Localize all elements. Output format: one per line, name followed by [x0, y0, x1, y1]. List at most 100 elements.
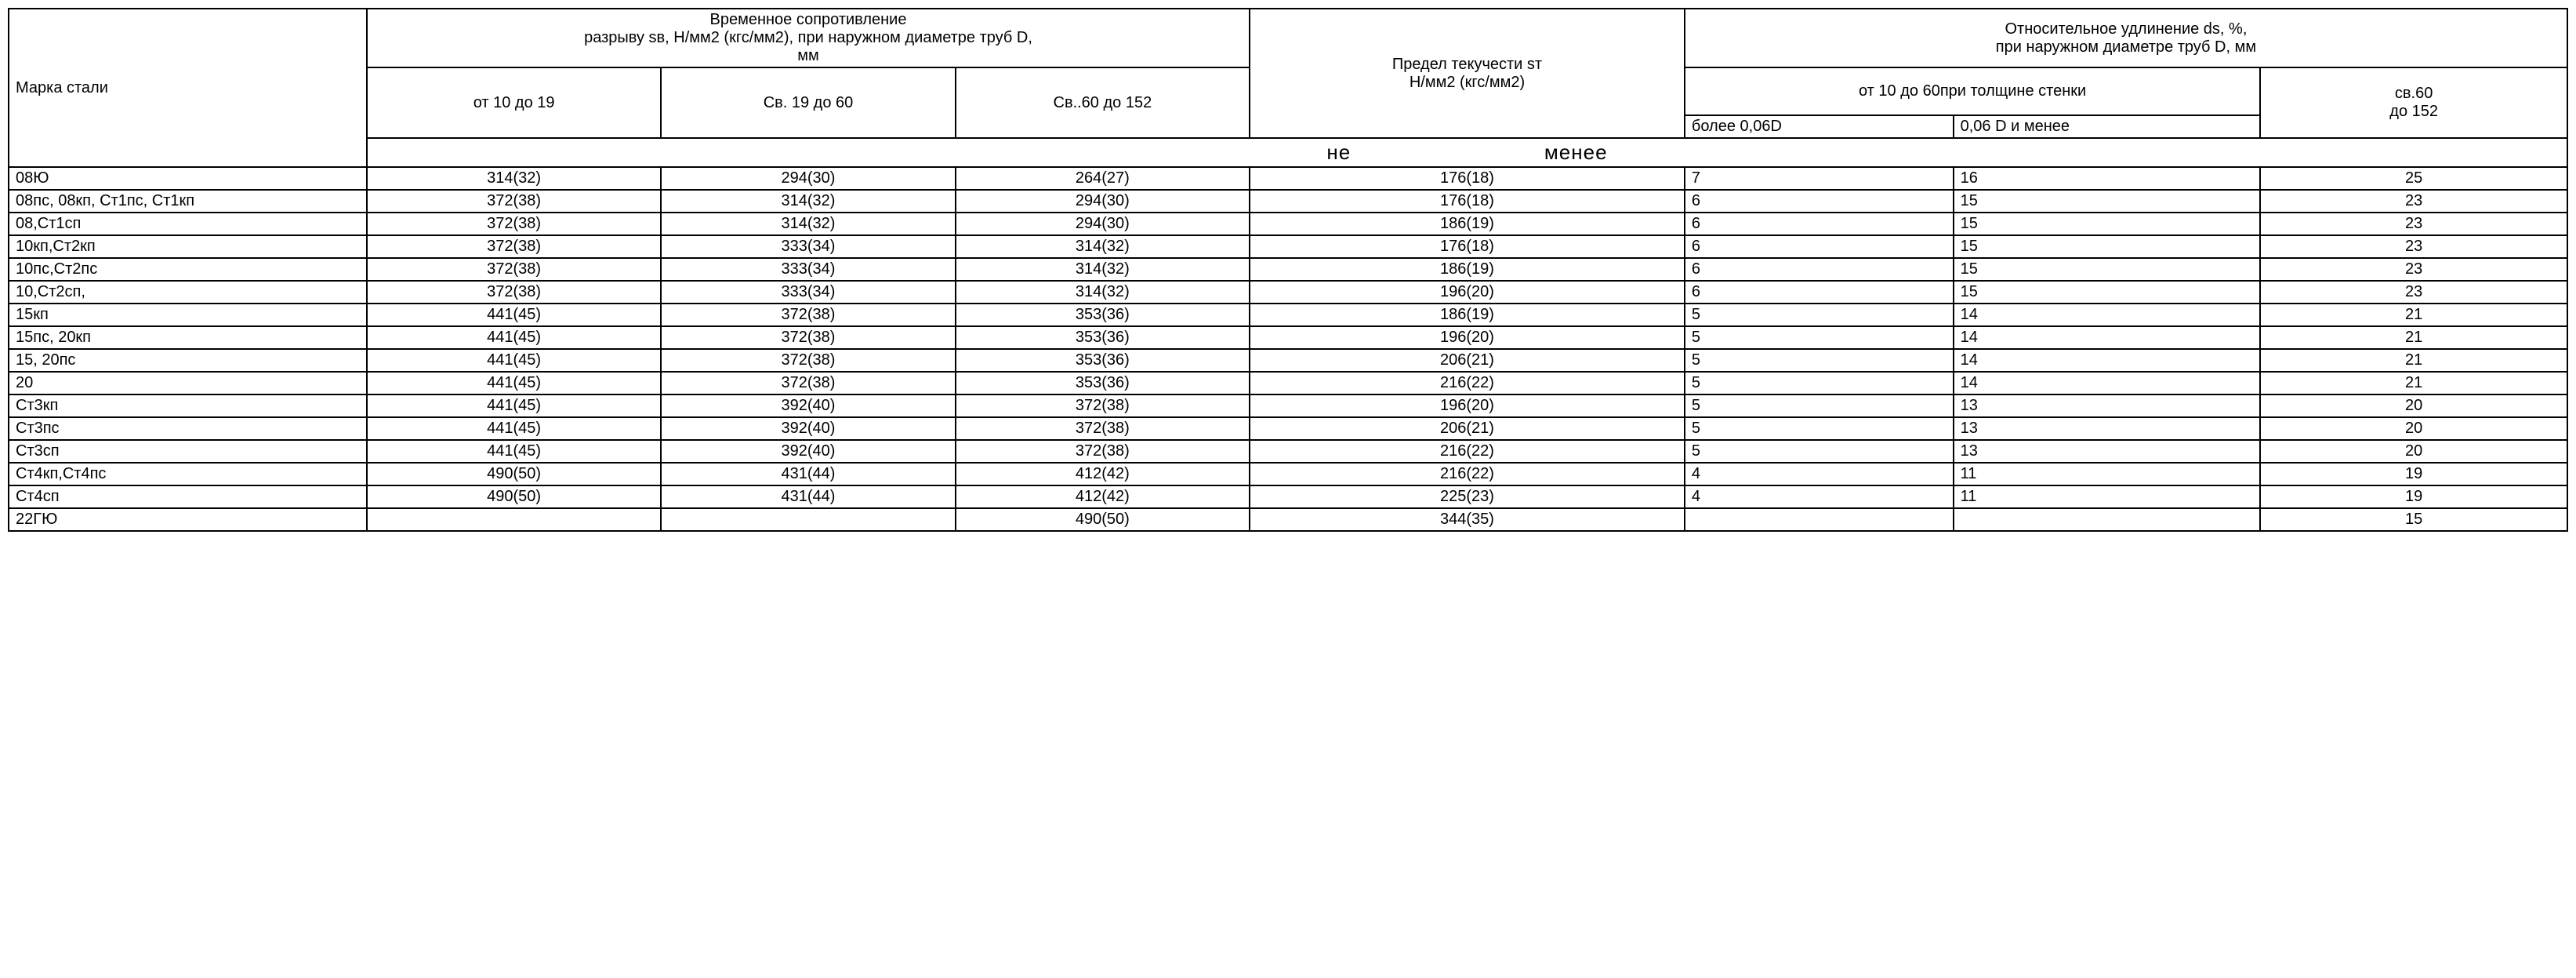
table-cell: 21 [2260, 372, 2567, 394]
table-cell: 23 [2260, 281, 2567, 304]
table-cell: 333(34) [661, 235, 955, 258]
header-elong-subgroup: от 10 до 60при толщине стенки [1685, 67, 2260, 115]
table-cell: 490(50) [956, 508, 1250, 531]
header-tensile-sub3: Св..60 до 152 [956, 67, 1250, 138]
table-row: Ст3сп441(45)392(40)372(38)216(22)51320 [9, 440, 2567, 463]
table-cell: 441(45) [367, 394, 661, 417]
table-cell: 186(19) [1250, 213, 1685, 235]
table-cell: Ст4кп,Ст4пс [9, 463, 367, 485]
table-cell: 15 [1954, 258, 2261, 281]
table-cell: 412(42) [956, 463, 1250, 485]
table-cell: 353(36) [956, 326, 1250, 349]
table-cell: 372(38) [367, 213, 661, 235]
steel-properties-table: Марка стали Временное сопротивление разр… [8, 8, 2568, 532]
table-row: 15кп441(45)372(38)353(36)186(19)51421 [9, 304, 2567, 326]
table-cell: 5 [1685, 417, 1954, 440]
table-cell: 13 [1954, 417, 2261, 440]
table-row: 08,Ст1сп372(38)314(32)294(30)186(19)6152… [9, 213, 2567, 235]
table-cell: Ст4сп [9, 485, 367, 508]
table-cell: 372(38) [661, 349, 955, 372]
table-cell: 490(50) [367, 463, 661, 485]
table-cell: 08,Ст1сп [9, 213, 367, 235]
table-cell: 5 [1685, 349, 1954, 372]
table-cell: 294(30) [661, 167, 955, 190]
table-cell: 19 [2260, 463, 2567, 485]
table-cell: 372(38) [661, 304, 955, 326]
table-cell: 431(44) [661, 485, 955, 508]
table-cell: 19 [2260, 485, 2567, 508]
table-cell: 412(42) [956, 485, 1250, 508]
table-cell: 372(38) [956, 417, 1250, 440]
header-elong-sub1: более 0,06D [1685, 115, 1954, 138]
table-cell: 23 [2260, 235, 2567, 258]
table-cell: 20 [2260, 440, 2567, 463]
table-cell: 23 [2260, 190, 2567, 213]
table-row: Ст3кп441(45)392(40)372(38)196(20)51320 [9, 394, 2567, 417]
table-cell: 15кп [9, 304, 367, 326]
table-cell: 372(38) [367, 235, 661, 258]
table-cell: 08пс, 08кп, Ст1пс, Ст1кп [9, 190, 367, 213]
table-cell: 6 [1685, 213, 1954, 235]
table-cell: 14 [1954, 349, 2261, 372]
table-cell: 10пс,Ст2пс [9, 258, 367, 281]
table-cell: 314(32) [956, 281, 1250, 304]
table-cell: 196(20) [1250, 394, 1685, 417]
table-cell: 7 [1685, 167, 1954, 190]
table-cell: 6 [1685, 258, 1954, 281]
table-row: 15пс, 20кп441(45)372(38)353(36)196(20)51… [9, 326, 2567, 349]
table-cell: 314(32) [956, 235, 1250, 258]
table-cell: 14 [1954, 326, 2261, 349]
header-yield: Предел текучести sт Н/мм2 (кгс/мм2) [1250, 9, 1685, 138]
table-cell: 372(38) [956, 440, 1250, 463]
table-cell: 216(22) [1250, 372, 1685, 394]
table-cell: 216(22) [1250, 440, 1685, 463]
table-cell: 6 [1685, 281, 1954, 304]
table-cell: 5 [1685, 394, 1954, 417]
table-cell: 10кп,Ст2кп [9, 235, 367, 258]
table-cell: 264(27) [956, 167, 1250, 190]
table-cell: 13 [1954, 394, 2261, 417]
header-steel-grade: Марка стали [9, 9, 367, 167]
table-row: 08Ю314(32)294(30)264(27)176(18)71625 [9, 167, 2567, 190]
header-tensile-sub1: от 10 до 19 [367, 67, 661, 138]
table-cell: 15пс, 20кп [9, 326, 367, 349]
table-cell: 392(40) [661, 417, 955, 440]
table-row: Ст4кп,Ст4пс490(50)431(44)412(42)216(22)4… [9, 463, 2567, 485]
header-elong-sub2: 0,06 D и менее [1954, 115, 2261, 138]
table-cell: 15, 20пс [9, 349, 367, 372]
table-cell: 392(40) [661, 440, 955, 463]
table-cell: Ст3сп [9, 440, 367, 463]
table-cell: 353(36) [956, 349, 1250, 372]
table-body: 08Ю314(32)294(30)264(27)176(18)7162508пс… [9, 167, 2567, 531]
table-cell: 431(44) [661, 463, 955, 485]
table-cell: 176(18) [1250, 190, 1685, 213]
table-cell: 176(18) [1250, 235, 1685, 258]
table-cell: 20 [9, 372, 367, 394]
header-not-less: не менее [367, 138, 2567, 167]
table-row: 10кп,Ст2кп372(38)333(34)314(32)176(18)61… [9, 235, 2567, 258]
table-cell: 21 [2260, 326, 2567, 349]
table-cell: 11 [1954, 463, 2261, 485]
table-cell: 314(32) [661, 213, 955, 235]
header-elong-group: Относительное удлинение ds, %, при наруж… [1685, 9, 2567, 67]
table-cell: 333(34) [661, 281, 955, 304]
table-cell: 11 [1954, 485, 2261, 508]
table-cell: 441(45) [367, 440, 661, 463]
table-cell: 314(32) [367, 167, 661, 190]
table-cell: 15 [2260, 508, 2567, 531]
table-cell: 186(19) [1250, 304, 1685, 326]
table-cell: 441(45) [367, 417, 661, 440]
table-cell [1685, 508, 1954, 531]
table-cell: 5 [1685, 372, 1954, 394]
table-cell: 08Ю [9, 167, 367, 190]
table-cell: 225(23) [1250, 485, 1685, 508]
table-cell: 353(36) [956, 372, 1250, 394]
table-row: Ст3пс441(45)392(40)372(38)206(21)51320 [9, 417, 2567, 440]
table-cell: 15 [1954, 190, 2261, 213]
table-row: 20441(45)372(38)353(36)216(22)51421 [9, 372, 2567, 394]
table-cell [367, 508, 661, 531]
table-row: Ст4сп490(50)431(44)412(42)225(23)41119 [9, 485, 2567, 508]
table-cell: 372(38) [367, 258, 661, 281]
table-cell: 6 [1685, 235, 1954, 258]
table-cell: 23 [2260, 258, 2567, 281]
